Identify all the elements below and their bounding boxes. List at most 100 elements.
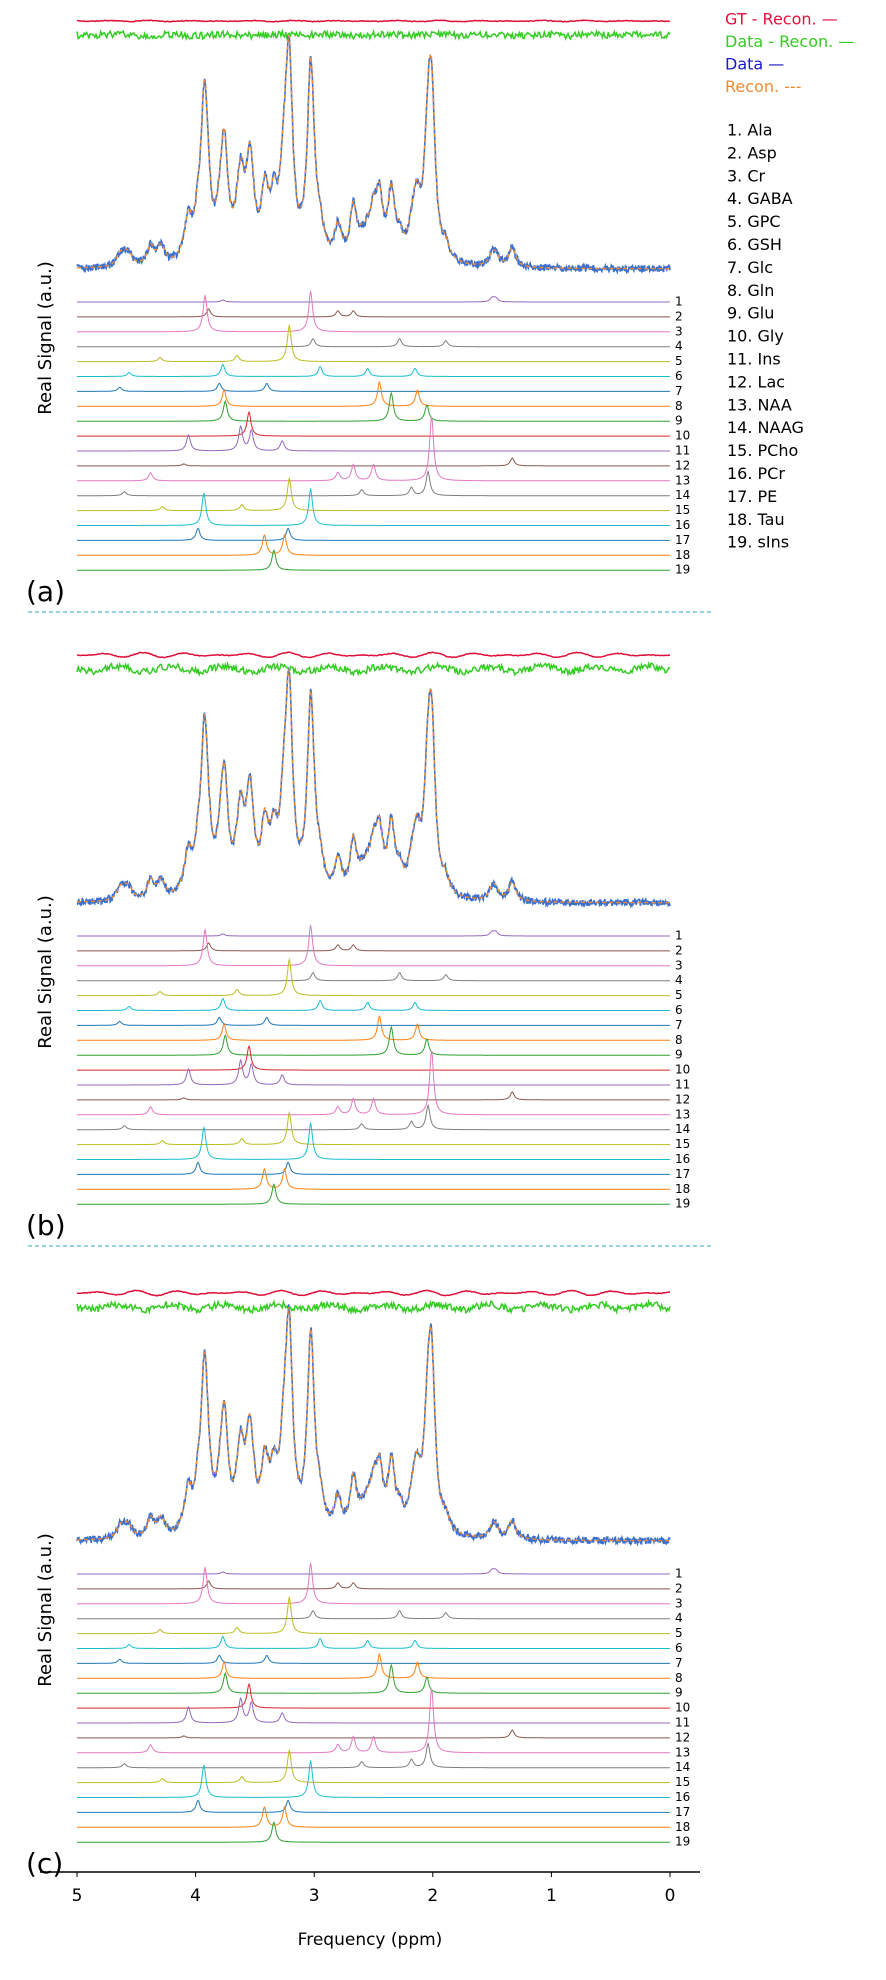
residual-data [76, 1298, 671, 1316]
metabolite-spectrum [77, 1568, 670, 1575]
metabolite-spectrum [77, 1729, 670, 1739]
row-number: 19 [675, 1835, 690, 1849]
metabolite-spectrum [77, 1058, 670, 1086]
metabolite-label: 4. GABA [727, 189, 793, 208]
metabolite-label: 9. Glu [727, 304, 774, 323]
legend-entry: GT - Recon. — [725, 10, 838, 29]
row-number: 4 [675, 973, 683, 987]
metabolite-spectrum [77, 1183, 670, 1205]
row-number: 9 [675, 1686, 683, 1700]
metabolite-spectrum [77, 957, 670, 997]
metabolite-spectrum [77, 533, 670, 556]
metabolite-spectrum [77, 289, 670, 333]
row-number: 17 [675, 1805, 690, 1819]
metabolite-spectrum [77, 323, 670, 363]
metabolite-spectrum [77, 1759, 670, 1798]
row-number: 19 [675, 563, 690, 577]
metabolite-spectrum [77, 1161, 670, 1175]
recon-spectrum [77, 1307, 670, 1542]
metabolite-spectrum [77, 1580, 670, 1590]
metabolite-spectrum [77, 380, 670, 407]
row-number: 3 [675, 324, 683, 338]
metabolite-spectrum [77, 382, 670, 392]
metabolite-label: 5. GPC [727, 212, 781, 231]
row-number: 16 [675, 518, 690, 532]
row-number: 10 [675, 1063, 690, 1077]
row-number: 9 [675, 1048, 683, 1062]
residual-gt [76, 1289, 671, 1297]
row-number: 1 [675, 295, 683, 309]
metabolite-spectrum [77, 942, 670, 952]
metabolite-spectrum [77, 410, 670, 437]
metabolite-spectrum [77, 1025, 670, 1056]
metabolite-spectrum [77, 1167, 670, 1190]
row-number: 18 [675, 1820, 690, 1834]
recon-spectrum [77, 669, 670, 904]
row-number: 4 [675, 1611, 683, 1625]
x-tick-label: 0 [665, 1886, 676, 1906]
metabolite-label: 2. Asp [727, 143, 777, 162]
row-number: 9 [675, 414, 683, 428]
metabolite-spectrum [77, 1561, 670, 1605]
row-number: 1 [675, 929, 683, 943]
row-number: 2 [675, 1581, 683, 1595]
metabolite-label: 11. Ins [727, 350, 781, 369]
metabolite-spectrum [77, 1104, 670, 1131]
row-number: 18 [675, 548, 690, 562]
metabolite-spectrum [77, 1652, 670, 1679]
row-number: 11 [675, 444, 690, 458]
metabolite-spectrum [77, 997, 670, 1011]
residual-data [76, 660, 671, 678]
metabolite-label: 12. Lac [727, 372, 785, 391]
row-number: 2 [675, 943, 683, 957]
x-tick-label: 4 [190, 1886, 201, 1906]
metabolite-spectrum [77, 1595, 670, 1635]
y-axis-label: Real Signal (a.u.) [35, 261, 56, 414]
panel-label: (b) [26, 1209, 66, 1242]
row-number: 11 [675, 1716, 690, 1730]
metabolite-label: 17. PE [727, 487, 777, 506]
metabolite-spectrum [77, 1050, 670, 1116]
metabolite-spectrum [77, 1748, 670, 1784]
metabolite-spectrum [77, 1821, 670, 1843]
row-number: 1 [675, 1567, 683, 1581]
metabolite-spectrum [77, 1610, 670, 1620]
row-number: 19 [675, 1197, 690, 1211]
metabolite-label: 3. Cr [727, 166, 766, 185]
row-number: 13 [675, 1745, 690, 1759]
metabolite-spectrum [77, 363, 670, 377]
row-number: 12 [675, 1092, 690, 1106]
row-number: 8 [675, 399, 683, 413]
row-number: 5 [675, 354, 683, 368]
row-number: 5 [675, 988, 683, 1002]
legend-entry: Data - Recon. — [725, 32, 854, 51]
row-number: 14 [675, 1122, 690, 1136]
metabolite-spectrum [77, 1742, 670, 1769]
metabolite-spectrum [77, 1682, 670, 1709]
row-number: 17 [675, 1167, 690, 1181]
x-tick-label: 5 [72, 1886, 83, 1906]
metabolite-label: 6. GSH [727, 235, 782, 254]
metabolite-spectrum [77, 1654, 670, 1664]
x-tick-label: 2 [427, 1886, 438, 1906]
metabolite-label: 7. Glc [727, 258, 773, 277]
data-spectrum [76, 1304, 671, 1547]
metabolite-spectrum [77, 487, 670, 526]
legend-entry: Recon. --- [725, 77, 801, 96]
y-axis-label: Real Signal (a.u.) [35, 895, 56, 1048]
metabolite-label: 16. PCr [727, 464, 785, 483]
metabolite-spectrum [77, 1663, 670, 1694]
metabolite-label: 14. NAAG [727, 418, 804, 437]
metabolite-spectrum [77, 1044, 670, 1071]
metabolite-label: 18. Tau [727, 510, 785, 529]
legend-entry: Data — [725, 55, 784, 74]
metabolite-spectrum [77, 972, 670, 982]
x-tick-label: 3 [309, 1886, 320, 1906]
row-number: 17 [675, 533, 690, 547]
metabolite-spectrum [77, 457, 670, 467]
metabolite-spectrum [77, 338, 670, 348]
residual-gt [77, 19, 671, 23]
row-number: 18 [675, 1182, 690, 1196]
row-number: 2 [675, 309, 683, 323]
row-number: 6 [675, 1641, 683, 1655]
